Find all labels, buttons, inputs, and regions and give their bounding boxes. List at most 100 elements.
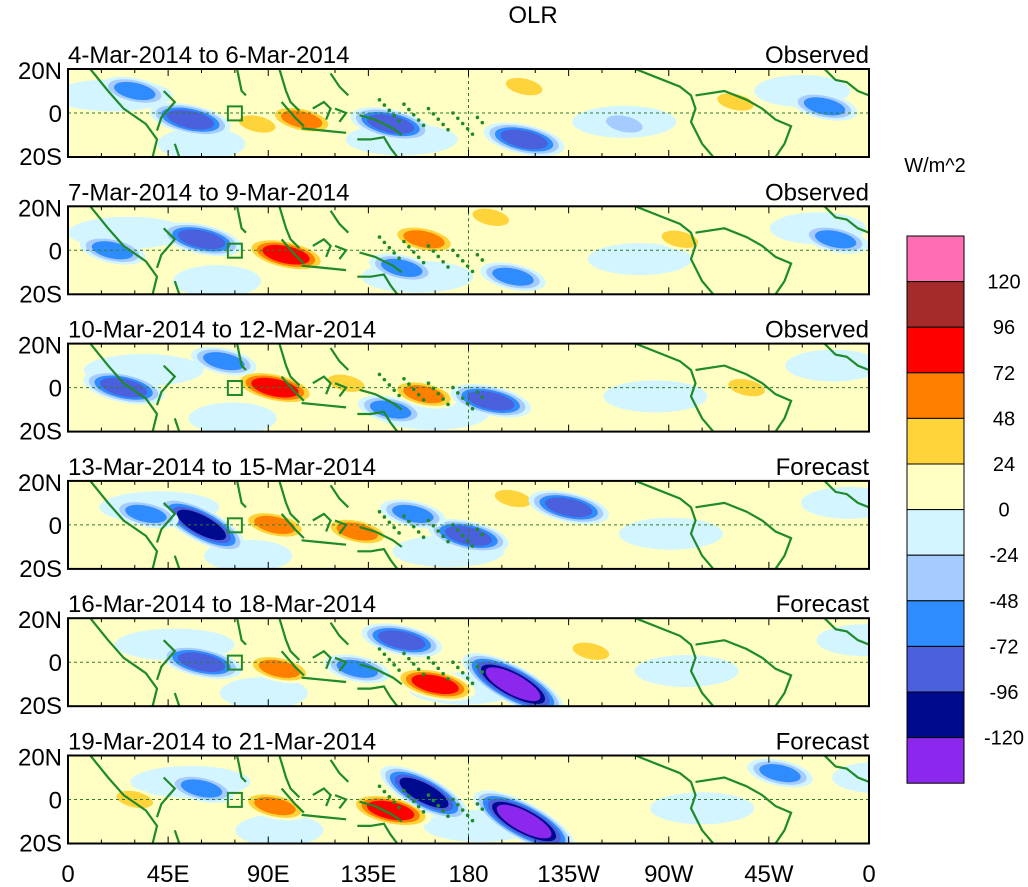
island [470,544,475,548]
lon-tick-label: 90E [247,861,290,887]
coastline [329,210,350,234]
colorbar-swatch [906,326,965,374]
island [441,671,445,676]
colorbar-swatch [906,691,965,739]
map-panel-4: 13-Mar-2014 to 15-Mar-2014 Forecast 20N 0 20… [18,454,870,583]
coastline [357,135,399,157]
lon-tick-label: 0 [61,861,74,887]
map-panel-6: 19-Mar-2014 to 21-Mar-2014 Forecast 20N 0 20… [18,729,870,858]
panel-kind: Observed [765,179,869,206]
index-box [226,242,243,259]
coastline [155,227,177,269]
weak-negative-patch [650,792,755,825]
coastline [89,69,159,157]
weak-negative-patch [173,265,262,295]
coastline [89,755,159,844]
coastline [280,513,305,539]
coastline [359,114,403,136]
coastline [155,90,177,131]
anomaly-contour [280,110,323,129]
island [475,664,480,669]
island [456,391,460,395]
coastline [278,206,301,249]
panel-period: 16-Mar-2014 to 18-Mar-2014 [68,591,376,618]
colorbar-swatch [906,463,965,511]
coastline [236,618,247,646]
anomaly-contour [336,522,378,541]
lon-tick-label: 180 [448,861,488,887]
lon-tick-label: 45W [744,861,794,887]
island [387,245,392,250]
island [436,117,441,121]
colorbar-swatch [906,737,965,784]
island [416,255,421,260]
island [475,115,480,120]
lat-tick-label: 20S [19,556,62,583]
island [426,793,431,797]
island [402,788,406,793]
coastline [236,206,247,234]
map-panel-1: 4-Mar-2014 to 6-Mar-2014 Observed 20N 0 20S [18,42,870,171]
island [421,810,426,814]
panel-kind: Observed [765,42,869,69]
panel-period: 19-Mar-2014 to 21-Mar-2014 [68,729,376,756]
anomaly-contour [399,777,449,809]
anomaly-contour [327,374,365,392]
island [407,382,411,386]
island [480,258,485,262]
island [407,244,411,249]
island [441,259,445,264]
lon-tick-label: 45E [147,861,190,887]
colorbar-label: 0 [998,500,1009,522]
island [402,102,406,106]
coastline [301,264,347,272]
anomaly-contour [177,229,226,250]
island [387,108,392,113]
lon-tick-label: 135E [340,861,396,887]
colorbar-label: 72 [993,363,1015,385]
island [387,657,392,662]
weak-negative-patch [157,127,246,157]
anomaly-contour [262,244,310,265]
island [392,800,396,804]
anomaly-contour [505,77,543,96]
island [382,103,387,107]
island [436,254,441,259]
coastline [236,343,247,371]
anomaly-contour [180,779,223,798]
island [460,396,465,400]
island [480,532,485,537]
anomaly-contour [759,764,801,783]
weak-negative-patch [816,624,869,657]
weak-negative-patch [785,349,869,382]
island [441,534,445,539]
island [382,515,387,519]
coastline [359,388,403,411]
island [416,392,421,397]
weak-negative-patch [832,761,869,794]
anomaly-contour [500,129,548,150]
coastline [695,776,793,844]
island [436,529,441,533]
coastline [634,69,715,157]
index-box [226,380,243,396]
coastline [155,502,177,543]
island [397,256,401,261]
coastline [278,343,301,387]
coastline [823,480,869,509]
coastline [236,755,247,783]
coastline [312,512,332,532]
island [426,518,431,523]
island [402,651,406,656]
anomaly-contour [472,208,510,226]
island [426,106,431,111]
coastline [823,206,869,234]
colorbar-swatch [906,235,965,283]
colorbar-swatch [906,554,965,602]
coastline [155,639,177,681]
island [387,795,392,799]
island [411,387,416,392]
anomaly-contour [492,267,534,286]
island [411,524,416,529]
